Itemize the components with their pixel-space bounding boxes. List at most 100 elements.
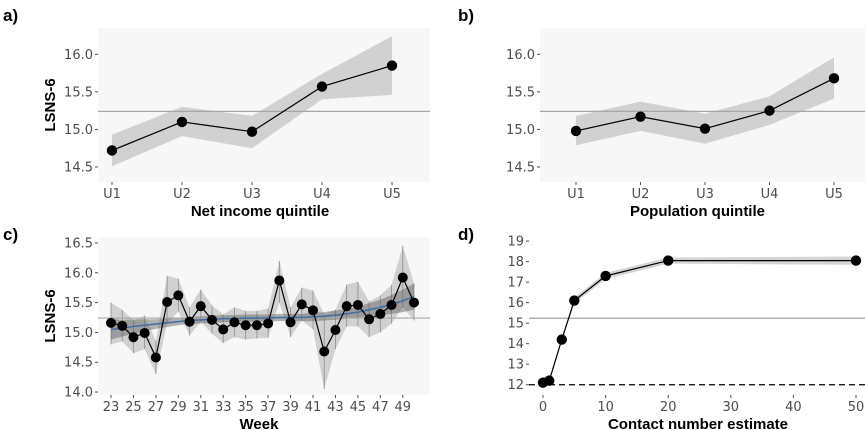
x-tick-label: 23 [103, 400, 120, 415]
data-point [663, 255, 674, 266]
data-point [229, 317, 240, 328]
data-point [296, 299, 307, 310]
x-tick-label: U2 [173, 187, 191, 202]
data-point [285, 317, 296, 328]
data-point [274, 275, 285, 286]
x-tick-label: 41 [305, 400, 322, 415]
x-tick-label: U5 [825, 187, 843, 202]
trend-line [110, 295, 415, 331]
data-point [600, 270, 611, 282]
data-point [556, 334, 567, 345]
data-point [850, 255, 862, 266]
x-tick-label: 50 [848, 400, 865, 415]
x-tick-label: U5 [383, 187, 401, 202]
y-axis-title: LSNS-6 [42, 78, 59, 131]
x-tick-label: U4 [313, 187, 331, 202]
panel-a: 14.5 15.0 15.5 16.0 U1 U2 U3 U4 U5 Net income qui… [42, 28, 430, 220]
panel-c: 14.0 14.5 15.0 15.5 16.0 16.5 23 25 27 29 31 33 35 37… [42, 236, 430, 430]
x-tick-label: U3 [696, 187, 714, 202]
data-point [544, 375, 555, 386]
y-tick-label: 16.5 [64, 236, 93, 251]
data-point [218, 324, 229, 335]
y-tick-label: 14.0 [64, 386, 93, 401]
x-tick-label: 27 [148, 400, 165, 415]
data-point [117, 320, 128, 331]
data-point [106, 317, 116, 328]
data-point [386, 299, 397, 310]
y-tick-label: 16.0 [64, 48, 93, 63]
x-tick-label: 39 [282, 400, 299, 415]
y-tick-label: 14.5 [506, 160, 535, 175]
data-point [569, 295, 580, 306]
data-point [184, 316, 195, 327]
y-tick-label: 16.0 [506, 48, 535, 63]
trend-band [111, 283, 414, 340]
data-point [173, 290, 184, 301]
x-tick-label: 0 [539, 400, 547, 415]
x-tick-label: 37 [260, 400, 277, 415]
x-tick-label: 35 [237, 400, 254, 415]
x-tick-label: 47 [372, 400, 389, 415]
data-point [397, 272, 408, 283]
y-tick-label: 15.5 [64, 85, 93, 100]
data-point [308, 305, 318, 316]
y-tick-label: 15 [507, 317, 524, 332]
x-tick-label: 49 [395, 400, 412, 415]
panel-label-d: d) [458, 225, 474, 244]
data-point [162, 296, 173, 307]
x-tick-label: 43 [327, 400, 344, 415]
y-tick-label: 12 [507, 378, 524, 393]
x-tick-label: 25 [125, 400, 142, 415]
x-tick-label: U1 [103, 187, 121, 202]
data-point [240, 320, 251, 331]
panel-b: 14.5 15.0 15.5 16.0 U1 U2 U3 U4 U5 Population qui… [506, 28, 865, 220]
data-point [176, 116, 188, 128]
x-tick-label: U1 [567, 187, 585, 202]
series-line [110, 276, 415, 360]
x-tick-label: 33 [215, 400, 232, 415]
x-tick-label: 30 [723, 400, 740, 415]
data-point [375, 308, 386, 319]
data-point [251, 320, 262, 331]
data-point [319, 346, 330, 357]
y-tick-label: 15.0 [64, 123, 93, 138]
data-point [699, 123, 711, 134]
y-tick-label: 13 [507, 358, 524, 373]
data-point [341, 301, 352, 312]
data-point [764, 105, 775, 116]
y-tick-label: 15.5 [506, 85, 535, 100]
y-tick-label: 18 [507, 255, 524, 270]
data-point [364, 314, 375, 325]
data-point [150, 352, 161, 363]
data-point [139, 327, 150, 338]
data-point [195, 301, 206, 312]
y-tick-label: 14 [507, 337, 524, 352]
panel-label-c: c) [3, 225, 18, 244]
y-tick-label: 16.0 [64, 266, 93, 281]
y-tick-label: 15.0 [64, 326, 93, 341]
confidence-band [112, 36, 392, 167]
data-point [352, 299, 363, 310]
data-point [316, 81, 328, 92]
panel-label-a: a) [3, 6, 18, 25]
y-tick-label: 17 [507, 276, 524, 291]
data-point [106, 145, 118, 156]
data-point [128, 332, 139, 343]
panel-label-b: b) [458, 6, 474, 25]
data-point [570, 125, 582, 137]
data-point [263, 318, 274, 329]
x-axis-title: Contact number estimate [608, 416, 788, 430]
confidence-band [576, 57, 834, 146]
data-point [386, 60, 398, 71]
x-tick-label: U2 [632, 187, 650, 202]
data-point [828, 73, 840, 84]
y-tick-label: 15.5 [64, 296, 93, 311]
y-tick-label: 14.5 [64, 160, 93, 175]
x-tick-label: 10 [597, 400, 614, 415]
x-tick-label: U4 [761, 187, 779, 202]
panel-d: 12 13 14 15 16 17 18 19 0 10 20 30 40 50 Contact numbe… [507, 235, 865, 430]
x-tick-label: 40 [785, 400, 802, 415]
y-tick-label: 16 [507, 296, 524, 311]
y-tick-label: 19 [507, 235, 524, 250]
